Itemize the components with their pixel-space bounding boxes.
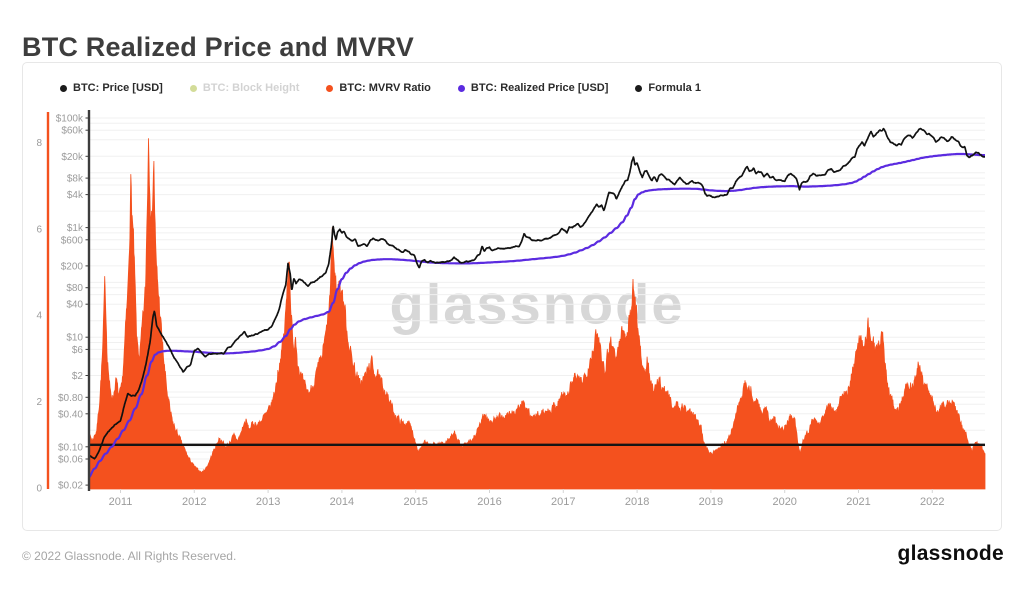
legend-label: BTC: MVRV Ratio: [339, 82, 431, 94]
x-axis-ticks: 2011 2012 2013 2014 2015 2016 2017 2018 2019 2020…: [109, 489, 945, 508]
year-label: 2020: [772, 496, 796, 508]
legend-label: Formula 1: [648, 82, 701, 94]
year-label: 2012: [182, 496, 206, 508]
usd-tick-label: $0.06: [58, 455, 83, 466]
footer-copyright: © 2022 Glassnode. All Rights Reserved.: [22, 549, 237, 563]
year-label: 2011: [109, 496, 133, 508]
mvrv-area-series: [88, 138, 986, 490]
price-line-series: [88, 127, 986, 460]
usd-tick-label: $100k: [56, 114, 84, 125]
usd-tick-label: $6: [72, 345, 84, 356]
series-dot-icon: [326, 84, 334, 92]
mvrv-tick-label: 0: [36, 484, 42, 495]
usd-tick-label: $80: [66, 283, 83, 294]
usd-tick-label: $2: [72, 371, 84, 382]
legend-label: BTC: Realized Price [USD]: [470, 82, 609, 94]
mvrv-tick-label: 6: [36, 224, 42, 235]
series-dot-icon: [60, 84, 67, 92]
legend-item-btc-mvrv-ratio[interactable]: BTC: MVRV Ratio: [326, 82, 431, 94]
legend-item-btc-realized-price[interactable]: BTC: Realized Price [USD]: [457, 82, 609, 94]
year-label: 2014: [330, 496, 354, 508]
legend-item-btc-block-height[interactable]: BTC: Block Height: [189, 82, 300, 94]
usd-tick-label: $0.10: [58, 442, 83, 453]
mvrv-tick-label: 4: [36, 311, 42, 322]
usd-tick-label: $1k: [67, 223, 84, 234]
glassnode-logo: glassnode: [897, 542, 1004, 565]
mvrv-axis-ticks: 0 2 4 6 8: [36, 138, 42, 495]
year-label: 2015: [403, 496, 427, 508]
legend-item-btc-price[interactable]: BTC: Price [USD]: [60, 82, 163, 94]
year-label: 2021: [846, 496, 870, 508]
series-dot-icon: [189, 84, 197, 92]
usd-axis-ticks: $100k$60k$20k$8k$4k$1k$600$200$80$40$10$…: [56, 114, 89, 492]
usd-tick-label: $10: [66, 333, 83, 344]
year-label: 2016: [477, 496, 501, 508]
mvrv-tick-label: 2: [36, 397, 42, 408]
year-label: 2018: [625, 496, 649, 508]
usd-tick-label: $0.40: [58, 409, 83, 420]
usd-tick-label: $40: [66, 300, 83, 311]
year-label: 2022: [920, 496, 944, 508]
year-label: 2013: [256, 496, 280, 508]
legend-label: BTC: Price [USD]: [73, 82, 163, 94]
usd-tick-label: $60k: [61, 126, 84, 137]
chart-legend: BTC: Price [USD] BTC: Block Height BTC: …: [60, 82, 701, 94]
mvrv-tick-label: 8: [36, 138, 42, 149]
usd-tick-label: $600: [61, 235, 84, 246]
series-dot-icon: [457, 84, 465, 92]
year-label: 2017: [551, 496, 575, 508]
usd-tick-label: $0.02: [58, 481, 83, 492]
realized-price-series: [88, 152, 986, 479]
year-label: 2019: [699, 496, 723, 508]
usd-tick-label: $20k: [61, 152, 84, 163]
usd-tick-label: $0.80: [58, 393, 83, 404]
usd-tick-label: $8k: [67, 174, 84, 185]
series-dot-icon: [635, 84, 643, 92]
usd-tick-label: $200: [61, 261, 84, 272]
usd-tick-label: $4k: [67, 190, 84, 201]
legend-item-formula-1[interactable]: Formula 1: [635, 82, 701, 94]
legend-label: BTC: Block Height: [202, 82, 300, 94]
page-title: BTC Realized Price and MVRV: [22, 32, 415, 63]
